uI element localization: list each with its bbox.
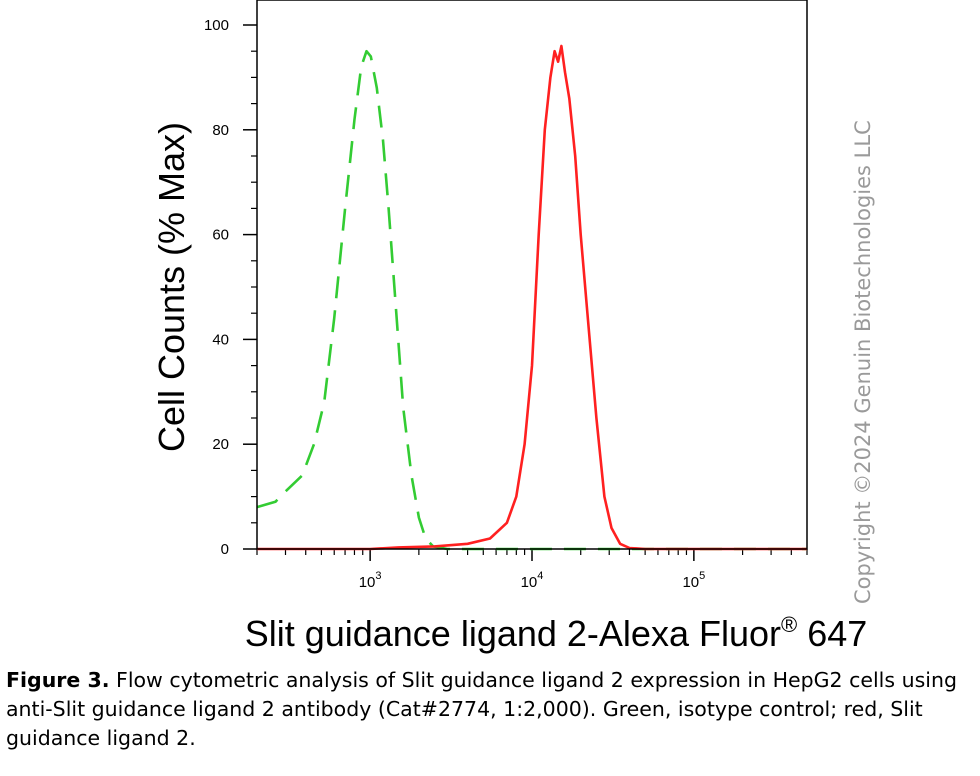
x-tick-label: 103 bbox=[359, 570, 382, 591]
y-axis-ticks: 0 20 40 60 80 100 bbox=[204, 17, 257, 558]
y-tick-label: 40 bbox=[212, 331, 229, 348]
y-tick-label: 80 bbox=[212, 122, 229, 139]
x-tick-label: 104 bbox=[521, 570, 544, 591]
plot-frame bbox=[256, 0, 808, 550]
histogram-series bbox=[256, 44, 807, 551]
y-tick-label: 60 bbox=[212, 227, 229, 244]
x-tick-label: 105 bbox=[682, 570, 705, 591]
y-axis-title: Cell Counts (% Max) bbox=[151, 122, 192, 452]
copyright-watermark: Copyright ©2024 Genuin Biotechnologies L… bbox=[851, 120, 875, 604]
x-axis-title: Slit guidance ligand 2-Alexa Fluor® 647 bbox=[245, 612, 868, 654]
caption-text: Flow cytometric analysis of Slit guidanc… bbox=[6, 668, 957, 750]
figure-caption: Figure 3. Flow cytometric analysis of Sl… bbox=[6, 666, 974, 753]
x-axis-title-main: Slit guidance ligand 2-Alexa Fluor bbox=[245, 613, 781, 654]
x-axis-title-superscript: ® bbox=[781, 612, 797, 637]
flow-cytometry-histogram: 0 20 40 60 80 100 103 104 105 Cell Counts (% Ma… bbox=[151, 0, 875, 654]
antibody-stain-line bbox=[257, 44, 807, 551]
x-axis-ticks: 103 104 105 bbox=[256, 549, 808, 591]
y-tick-label: 20 bbox=[212, 436, 229, 453]
y-tick-label: 0 bbox=[221, 541, 229, 558]
isotype-control-line bbox=[256, 49, 807, 551]
x-axis-title-suffix: 647 bbox=[797, 613, 867, 654]
y-tick-label: 100 bbox=[204, 17, 229, 34]
caption-label: Figure 3. bbox=[6, 668, 110, 692]
